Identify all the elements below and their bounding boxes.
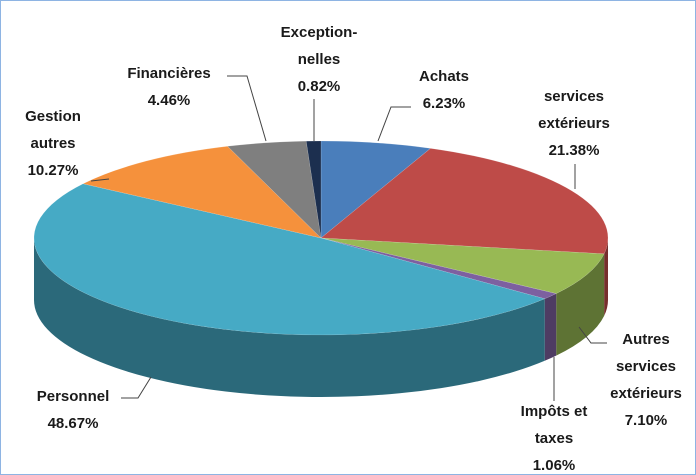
slice (226, 140, 322, 239)
slice (320, 237, 605, 294)
slice-label: Impôts et taxes 1.06% (520, 398, 588, 474)
value-label: 7.10% (624, 412, 668, 429)
slice (320, 140, 432, 239)
category-label: Exception- nelles (280, 24, 358, 68)
slice-label: Financières 4.46% (127, 60, 210, 114)
slice (82, 146, 322, 239)
sides (34, 238, 608, 397)
category-label: Personnel (36, 388, 110, 405)
slice-side (556, 253, 605, 356)
leader-line (377, 106, 411, 142)
category-label: Gestion autres (25, 108, 81, 152)
leader-line (578, 326, 607, 344)
category-label: Autres services extérieurs (610, 331, 682, 402)
slice (320, 237, 557, 300)
leader-line (121, 376, 152, 399)
category-label: Impôts et taxes (520, 403, 588, 447)
slice-label: Exception- nelles 0.82% (281, 19, 358, 100)
value-label: 21.38% (548, 142, 600, 159)
value-label: 10.27% (27, 162, 79, 179)
slice (320, 148, 609, 255)
slice-side (34, 238, 545, 397)
value-label: 4.46% (147, 92, 191, 109)
category-label: Achats (418, 68, 470, 85)
value-label: 0.82% (297, 78, 341, 95)
leader-line (227, 75, 267, 142)
slice-label: Personnel 48.67% (37, 383, 110, 437)
slice (33, 183, 546, 336)
slice-label: Autres services extérieurs 7.10% (610, 326, 682, 434)
slice-label: services extérieurs 21.38% (538, 83, 610, 164)
slice-side (544, 293, 557, 361)
leader-line (90, 178, 110, 182)
slice (305, 140, 322, 239)
slice-label: Gestion autres 10.27% (25, 103, 81, 184)
tops (33, 140, 609, 336)
slice-label: Achats 6.23% (419, 63, 469, 117)
value-label: 48.67% (47, 415, 99, 432)
value-label: 6.23% (422, 95, 466, 112)
slice-side (604, 238, 608, 316)
value-label: 1.06% (532, 457, 576, 474)
category-label: Financières (127, 65, 211, 82)
category-label: services extérieurs (538, 88, 610, 132)
leader-lines (90, 75, 607, 401)
